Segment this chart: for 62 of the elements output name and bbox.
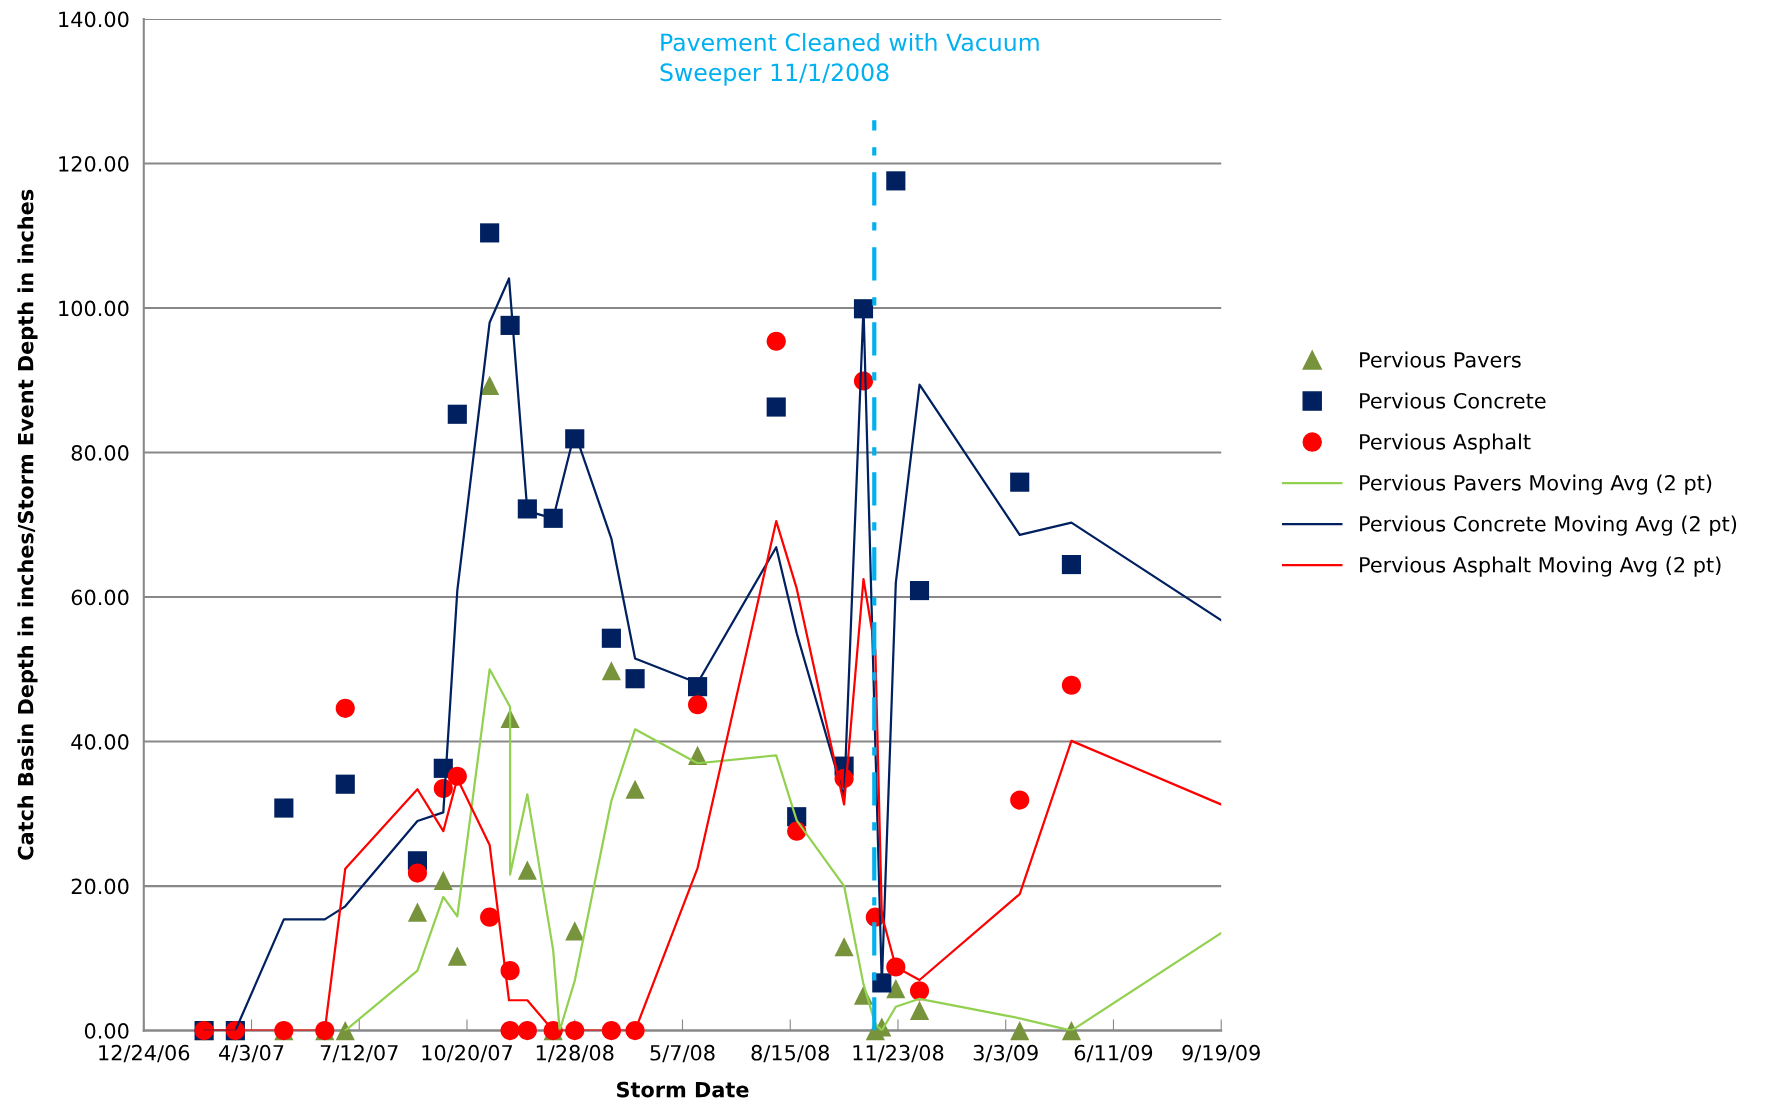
legend-label: Pervious Asphalt — [1360, 433, 1531, 454]
point — [1010, 472, 1030, 492]
y-tick-label: 140.00 — [59, 11, 129, 28]
x-tick-label: 4/3/07 — [219, 1044, 284, 1063]
point — [407, 863, 428, 883]
legend-label: Pervious Concrete — [1360, 392, 1546, 409]
point — [909, 1000, 930, 1020]
x-tick-label: 10/20/07 — [422, 1044, 513, 1063]
point — [500, 1021, 520, 1041]
point — [1010, 1021, 1030, 1041]
point — [688, 695, 708, 715]
point — [274, 798, 294, 818]
point — [886, 171, 906, 191]
y-tick-label: 80.00 — [71, 445, 129, 461]
point — [625, 779, 645, 799]
y-tick-label: 120.00 — [59, 155, 129, 172]
point — [335, 698, 355, 718]
y-axis-title: Catch Basin Depth in inches/Storm Event Depth in inches — [17, 189, 38, 860]
point — [517, 860, 537, 880]
point — [335, 1021, 355, 1041]
legend-label: Pervious Pavers — [1360, 351, 1521, 368]
point — [886, 979, 906, 999]
point — [601, 661, 621, 681]
point — [480, 223, 500, 243]
point — [625, 669, 645, 689]
legend-label: Pervious Asphalt Moving Avg (2 pt) — [1360, 556, 1721, 577]
legend-label: Pervious Concrete Moving Avg (2 pt) — [1360, 515, 1737, 536]
point — [1061, 675, 1082, 695]
point — [766, 397, 786, 417]
ref-line-label: Pavement Cleaned with Vacuum Sweeper 11/1/2008 — [660, 32, 1039, 86]
point — [447, 946, 467, 966]
x-tick-label: 12/24/06 — [99, 1044, 190, 1063]
x-tick-label: 11/23/08 — [853, 1044, 944, 1063]
point — [909, 580, 930, 601]
x-tick-label: 3/3/09 — [973, 1044, 1038, 1063]
y-tick-label: 60.00 — [71, 589, 129, 606]
point — [909, 981, 930, 1001]
y-tick-label: 20.00 — [71, 878, 129, 895]
y-tick-label: 0.00 — [84, 1023, 129, 1039]
x-tick-label: 5/7/08 — [650, 1044, 715, 1063]
point — [601, 628, 621, 648]
point — [1061, 554, 1082, 575]
x-tick-label: 1/28/08 — [536, 1044, 614, 1063]
x-tick-label: 7/12/07 — [320, 1044, 398, 1063]
point — [433, 870, 453, 890]
legend-label: Pervious Pavers Moving Avg (2 pt) — [1360, 474, 1712, 495]
y-tick-label: 40.00 — [71, 734, 129, 750]
x-tick-label: 9/19/09 — [1182, 1044, 1260, 1063]
x-axis-title: Storm Date — [617, 1081, 749, 1098]
y-tick-label: 100.00 — [59, 300, 129, 317]
point — [335, 774, 355, 794]
point — [407, 902, 428, 922]
point — [565, 921, 585, 941]
x-tick-label: 8/15/08 — [751, 1044, 829, 1063]
point — [447, 404, 467, 424]
point — [480, 907, 500, 927]
point — [480, 375, 500, 395]
point — [834, 937, 854, 957]
point — [1010, 790, 1030, 810]
point — [766, 331, 786, 351]
point — [517, 1021, 537, 1041]
x-tick-label: 6/11/09 — [1074, 1044, 1153, 1063]
